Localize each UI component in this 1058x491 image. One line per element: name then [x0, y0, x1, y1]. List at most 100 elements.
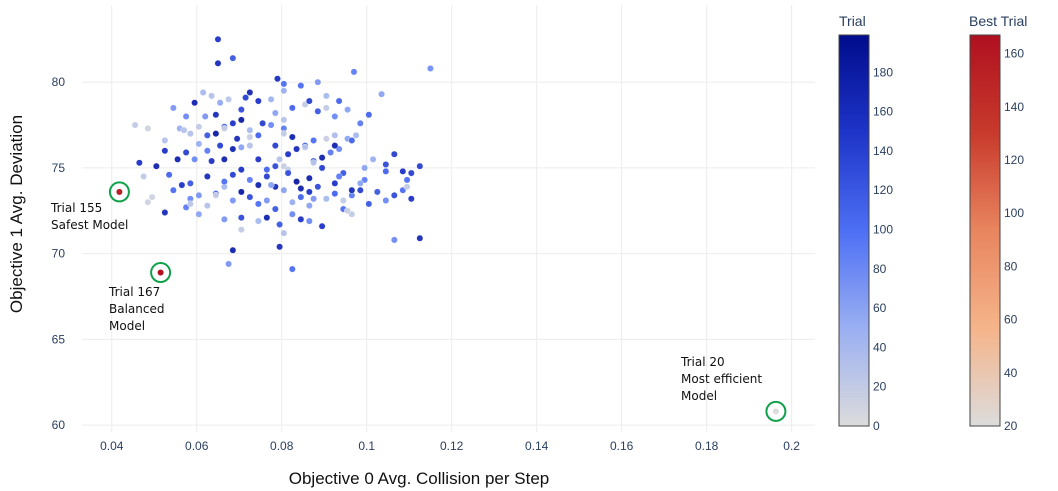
scatter-point: [229, 246, 237, 254]
scatter-point: [186, 179, 194, 187]
scatter-point: [305, 217, 313, 225]
scatter-point: [220, 155, 228, 163]
scatter-point: [182, 113, 190, 120]
scatter-point: [169, 186, 177, 194]
scatter-point: [288, 133, 296, 141]
scatter-point: [220, 215, 228, 223]
scatter-point: [361, 164, 368, 172]
scatter-point: [220, 125, 228, 132]
scatter-point: [390, 191, 398, 199]
scatter-point: [144, 198, 152, 206]
scatter-point: [352, 131, 360, 139]
scatter-point: [169, 104, 177, 112]
scatter-point: [237, 143, 245, 151]
scatter-point: [399, 167, 407, 175]
scatter-point: [314, 183, 322, 191]
scatter-point: [378, 90, 385, 98]
scatter-point: [407, 195, 415, 203]
scatter-point: [246, 176, 254, 184]
scatter-point: [246, 193, 254, 201]
scatter-point: [344, 207, 351, 215]
best-trial-point: [115, 188, 123, 196]
best-trial-ring: [150, 262, 172, 284]
x-axis-title: Objective 0 Avg. Collision per Step: [289, 469, 550, 488]
scatter-point: [237, 188, 245, 196]
scatter-point: [161, 209, 169, 216]
scatter-point: [331, 131, 339, 139]
scatter-point: [318, 222, 326, 230]
scatter-point: [254, 97, 262, 105]
annotation-line: Trial 155: [50, 201, 102, 215]
scatter-point: [365, 200, 373, 208]
scatter-point: [331, 113, 339, 120]
scatter-point: [416, 162, 424, 170]
scatter-point: [350, 68, 358, 76]
colorbar-tick-label: 80: [1004, 259, 1018, 273]
best-trial-points: [108, 181, 787, 422]
scatter-point: [131, 121, 139, 129]
scatter-point: [293, 178, 300, 186]
colorbar-tick-label: 60: [1004, 313, 1018, 327]
scatter-point: [267, 121, 275, 129]
scatter-point: [237, 214, 245, 222]
colorbar-tick-label: 0: [873, 419, 880, 433]
colorbar-tick-label: 140: [873, 144, 893, 158]
annotation-line: Balanced: [109, 302, 164, 316]
scatter-point: [242, 94, 249, 102]
scatter-point: [161, 147, 169, 155]
scatter-point: [403, 176, 411, 184]
scatter-point: [297, 193, 305, 201]
scatter-point: [284, 169, 292, 177]
best-trial-colorbar-ticks: 20 40 60 80 100 120 140 160: [1004, 47, 1024, 433]
scatter-point: [390, 236, 398, 244]
scatter-point: [161, 137, 169, 144]
y-tick-label: 75: [52, 161, 66, 175]
scatter-point: [356, 186, 364, 194]
colorbar-tick-label: 20: [873, 380, 887, 394]
scatter-point: [216, 99, 224, 107]
best-trial-ring: [765, 400, 787, 422]
scatter-point: [195, 140, 203, 148]
scatter-point: [365, 111, 373, 119]
scatter-point: [280, 87, 288, 95]
colorbar-tick-label: 100: [873, 223, 893, 237]
scatter-point: [140, 173, 148, 180]
x-tick-label: 0.14: [525, 439, 549, 453]
scatter-point: [274, 75, 281, 83]
scatter-point: [322, 195, 330, 203]
scatter-point: [318, 154, 326, 162]
scatter-point: [331, 190, 339, 198]
scatter-point: [199, 89, 207, 96]
scatter-point: [310, 137, 317, 144]
scatter-point: [214, 35, 222, 43]
scatter-point: [356, 119, 364, 127]
annotation-line: Trial 20: [680, 355, 725, 369]
scatter-point: [314, 107, 322, 115]
trial-colorbar-title: Trial: [839, 13, 866, 29]
scatter-point: [288, 104, 296, 112]
scatter-point: [382, 167, 390, 175]
scatter-point: [263, 166, 271, 174]
x-tick-label: 0.16: [610, 439, 634, 453]
scatter-point: [280, 229, 288, 237]
scatter-point: [284, 150, 292, 158]
scatter-point: [208, 92, 216, 100]
x-tick-label: 0.1: [358, 439, 375, 453]
scatter-point: [254, 181, 262, 189]
scatter-point: [237, 116, 245, 124]
scatter-point: [208, 157, 216, 165]
scatter-point: [267, 95, 275, 103]
y-tick-label: 65: [52, 332, 66, 346]
scatter-point: [382, 197, 390, 204]
best-trial-colorbar: Best Trial 20 40 60 80 100 120 140 160: [969, 13, 1027, 433]
best-trial-point: [157, 269, 165, 276]
scatter-point: [427, 65, 434, 72]
scatter-point: [182, 149, 190, 156]
scatter-point: [310, 195, 317, 203]
scatter-point: [305, 97, 313, 105]
scatter-point: [390, 150, 398, 158]
scatter-point: [348, 186, 356, 194]
scatter-point: [407, 169, 415, 177]
scatter-point: [203, 131, 211, 139]
